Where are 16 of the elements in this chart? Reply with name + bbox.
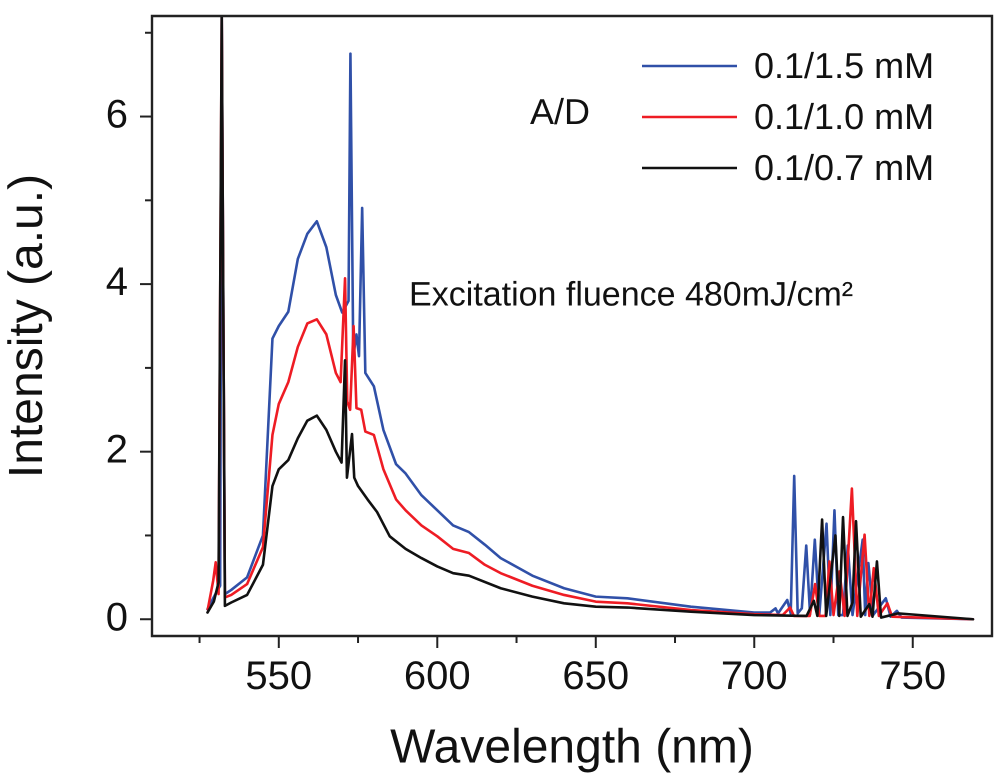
y-tick-label: 4: [106, 260, 128, 304]
y-tick-label: 0: [106, 595, 128, 640]
x-tick-label: 650: [562, 654, 630, 698]
x-tick-label: 600: [404, 654, 471, 698]
legend-label: 0.1/1.5 mM: [754, 44, 934, 86]
y-axis-title: Intensity (a.u.): [0, 174, 54, 478]
x-tick-label: 550: [245, 654, 312, 698]
y-tick-label: 6: [106, 92, 128, 137]
annotation: A/D: [530, 90, 590, 132]
legend-label: 0.1/0.7 mM: [754, 146, 934, 188]
legend-label: 0.1/1.0 mM: [754, 96, 934, 137]
x-tick-label: 700: [720, 654, 788, 698]
annotation: Excitation fluence 480mJ/cm²: [409, 275, 854, 314]
y-tick-label: 2: [106, 428, 128, 472]
x-axis-title: Wavelength (nm): [390, 720, 754, 774]
x-tick-label: 750: [879, 654, 946, 698]
